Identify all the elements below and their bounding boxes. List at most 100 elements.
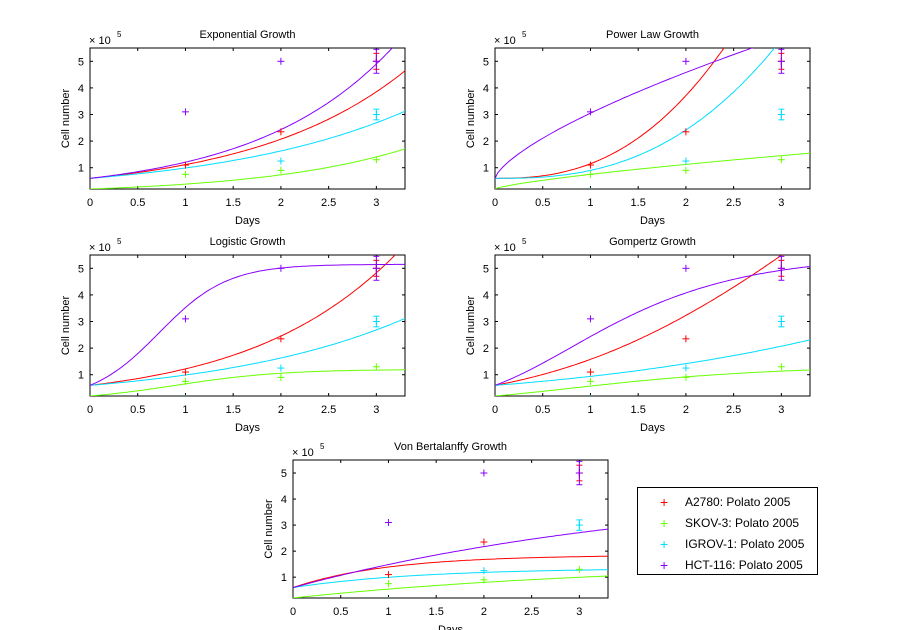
legend-marker-icon: +	[660, 494, 669, 510]
fit-curve-series-2	[90, 148, 405, 189]
axes-box	[89, 47, 406, 190]
legend-label: SKOV-3: Polato 2005	[685, 516, 800, 530]
y-tick-label: 2	[483, 343, 489, 355]
x-axis-label: Days	[235, 215, 261, 227]
y-tick-label: 5	[483, 263, 489, 275]
y-axis-label: Cell number	[60, 89, 72, 149]
x-tick-label: 0.5	[130, 404, 145, 416]
legend-entry-a2780: + A2780: Polato 2005	[638, 493, 817, 513]
x-tick-label: 2	[278, 404, 284, 416]
fit-curve-series-2	[495, 369, 810, 396]
x-axis-label: Days	[438, 624, 464, 630]
x-tick-label: 1.5	[226, 197, 241, 209]
legend-entry-hct116: + HCT-116: Polato 2005	[638, 556, 817, 576]
x-tick-label: 0	[290, 606, 296, 618]
y-tick-label: 4	[78, 290, 84, 302]
fit-curve-series-1	[90, 255, 396, 386]
fit-curve-series-4	[495, 266, 810, 386]
x-tick-label: 0	[492, 197, 498, 209]
fit-curve-series-2	[495, 152, 810, 189]
y-axis-label: Cell number	[263, 499, 275, 559]
y-tick-label: 4	[78, 83, 84, 95]
x-tick-label: 1	[385, 606, 391, 618]
x-tick-label: 2	[278, 197, 284, 209]
plot-area	[495, 255, 810, 396]
legend-entry-igrov1: + IGROV-1: Polato 2005	[638, 535, 817, 555]
fit-curve-series-4	[90, 48, 393, 179]
y-tick-label: 1	[281, 572, 287, 584]
y-tick-label: 3	[281, 520, 287, 532]
y-axis-label: Cell number	[465, 89, 477, 149]
x-tick-label: 1	[182, 197, 188, 209]
y-tick-label: 3	[78, 110, 84, 122]
y-tick-label: 5	[78, 56, 84, 68]
x-tick-label: 1	[587, 404, 593, 416]
legend-marker-icon: +	[660, 536, 669, 552]
fit-curve-series-1	[495, 48, 725, 179]
axes-box	[89, 254, 406, 397]
y-tick-label: 5	[281, 468, 287, 480]
y-tick-label: 3	[78, 317, 84, 329]
x-tick-label: 2.5	[524, 606, 539, 618]
y-exponent: 5	[522, 30, 527, 39]
fit-curve-series-4	[495, 48, 754, 179]
x-tick-label: 1.5	[226, 404, 241, 416]
fit-curve-series-3	[90, 110, 405, 179]
y-tick-label: 2	[483, 136, 489, 148]
fit-curve-series-2	[293, 575, 608, 598]
x-tick-label: 1	[182, 404, 188, 416]
x-tick-label: 2	[481, 606, 487, 618]
y-exponent: 5	[117, 237, 122, 246]
y-tick-label: 5	[78, 263, 84, 275]
x-tick-label: 0.5	[535, 197, 550, 209]
plot-area	[495, 48, 810, 189]
x-tick-label: 2.5	[726, 404, 741, 416]
y-tick-label: 2	[78, 136, 84, 148]
x-tick-label: 3	[778, 197, 784, 209]
fit-curve-series-2	[90, 369, 405, 396]
x-tick-label: 1.5	[429, 606, 444, 618]
x-tick-label: 2.5	[321, 197, 336, 209]
x-axis-label: Days	[235, 422, 261, 434]
fit-curve-series-1	[90, 70, 405, 179]
legend: + A2780: Polato 2005 + SKOV-3: Polato 20…	[637, 487, 818, 575]
x-tick-label: 0.5	[130, 197, 145, 209]
fit-curve-series-3	[293, 569, 608, 589]
x-tick-label: 1	[587, 197, 593, 209]
fit-curve-series-3	[90, 317, 405, 386]
x-tick-label: 1.5	[631, 197, 646, 209]
x-tick-label: 2	[683, 404, 689, 416]
fit-curve-series-3	[495, 48, 776, 179]
y-exponent-base: × 10	[494, 242, 516, 254]
x-tick-label: 2.5	[726, 197, 741, 209]
fit-curve-series-4	[293, 528, 608, 589]
chart-title: Gompertz Growth	[609, 236, 696, 248]
y-exponent: 5	[522, 237, 527, 246]
x-tick-label: 0	[87, 404, 93, 416]
x-tick-label: 0.5	[535, 404, 550, 416]
legend-label: IGROV-1: Polato 2005	[685, 537, 805, 551]
x-tick-label: 0	[87, 197, 93, 209]
y-exponent: 5	[320, 442, 325, 451]
fit-curve-series-4	[90, 263, 405, 386]
y-tick-label: 2	[281, 546, 287, 558]
y-axis-label: Cell number	[465, 296, 477, 356]
y-tick-label: 1	[78, 163, 84, 175]
chart-title: Exponential Growth	[200, 29, 296, 41]
chart-title: Logistic Growth	[210, 236, 286, 248]
plot-area	[293, 460, 608, 598]
legend-entry-skov3: + SKOV-3: Polato 2005	[638, 514, 817, 534]
x-tick-label: 0.5	[333, 606, 348, 618]
y-tick-label: 4	[281, 494, 287, 506]
y-tick-label: 3	[483, 110, 489, 122]
legend-label: A2780: Polato 2005	[685, 495, 791, 509]
y-exponent-base: × 10	[494, 35, 516, 47]
x-tick-label: 3	[373, 197, 379, 209]
legend-label: HCT-116: Polato 2005	[685, 558, 803, 572]
chart-panel-3: 0 0.5 1 1.5 2 2.5 3 1 2 3 4 5 × 10 5 Logistic Growth Da…	[60, 236, 406, 434]
plot-area	[90, 255, 405, 396]
y-tick-label: 3	[483, 317, 489, 329]
legend-marker-icon: +	[660, 557, 669, 573]
x-tick-label: 0	[492, 404, 498, 416]
x-tick-label: 3	[373, 404, 379, 416]
